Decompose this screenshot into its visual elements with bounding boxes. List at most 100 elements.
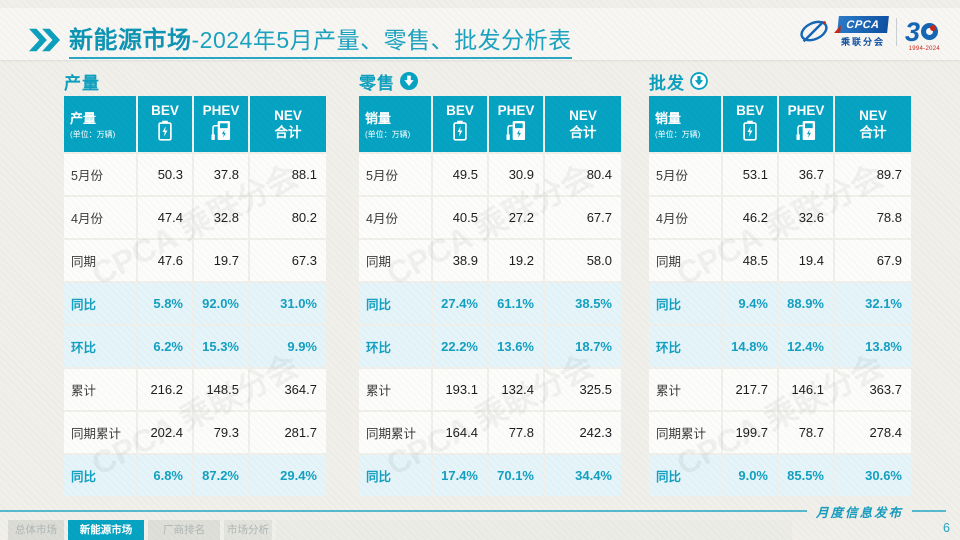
row-label: 环比 (64, 326, 136, 367)
cell-value: 32.1% (835, 283, 911, 324)
publication-label: 月度信息发布 (815, 505, 903, 520)
cell-value: 13.8% (835, 326, 911, 367)
production-table: 产量 (单位：万辆) BEV PHEV (62, 94, 328, 498)
row-label: 同期 (64, 240, 136, 281)
col-header-phev: PHEV (489, 96, 543, 152)
cell-value: 278.4 (835, 412, 911, 453)
row-header-cell: 产量 (单位：万辆) (64, 96, 136, 152)
bev-label: BEV (736, 102, 764, 118)
cell-value: 216.2 (138, 369, 192, 410)
cell-value: 67.3 (250, 240, 326, 281)
cell-value: 31.0% (250, 283, 326, 324)
cell-value: 202.4 (138, 412, 192, 453)
cell-value: 363.7 (835, 369, 911, 410)
cell-value: 9.4% (723, 283, 777, 324)
cell-value: 38.5% (545, 283, 621, 324)
cell-value: 19.2 (489, 240, 543, 281)
cell-value: 58.0 (545, 240, 621, 281)
tab-overall-market[interactable]: 总体市场 (8, 520, 64, 540)
row-label: 同比 (359, 455, 431, 496)
anniversary-digit: 3 (904, 17, 920, 47)
phev-label: PHEV (497, 102, 535, 118)
cell-value: 37.8 (194, 154, 248, 195)
row-header-label: 产量 (70, 111, 97, 126)
row-header-label: 销量 (655, 111, 682, 126)
table-row: 5月份 49.5 30.9 80.4 (359, 154, 621, 195)
cell-value: 34.4% (545, 455, 621, 496)
cell-value: 30.6% (835, 455, 911, 496)
cell-value: 78.8 (835, 197, 911, 238)
cell-value: 13.6% (489, 326, 543, 367)
row-label: 累计 (64, 369, 136, 410)
table-row-highlight: 同比 6.8% 87.2% 29.4% (64, 455, 326, 496)
cell-value: 6.2% (138, 326, 192, 367)
header-row: 销量 (单位：万辆) BEV PHEV (359, 96, 621, 152)
bev-label: BEV (446, 102, 474, 118)
cell-value: 22.2% (433, 326, 487, 367)
row-label: 5月份 (649, 154, 721, 195)
cell-value: 19.7 (194, 240, 248, 281)
cell-value: 19.4 (779, 240, 833, 281)
bev-label: BEV (151, 102, 179, 118)
cell-value: 217.7 (723, 369, 777, 410)
cell-value: 281.7 (250, 412, 326, 453)
table-row: 同期 38.9 19.2 58.0 (359, 240, 621, 281)
retail-table: 销量 (单位：万辆) BEV PHEV (357, 94, 623, 498)
table-row: 4月份 46.2 32.6 78.8 (649, 197, 911, 238)
download-outline-icon[interactable] (690, 72, 708, 90)
download-filled-icon[interactable] (400, 72, 418, 90)
cell-value: 146.1 (779, 369, 833, 410)
header-row: 产量 (单位：万辆) BEV PHEV (64, 96, 326, 152)
cell-value: 38.9 (433, 240, 487, 281)
cell-value: 47.4 (138, 197, 192, 238)
cpca-subname: 乘联分会 (840, 37, 885, 47)
cell-value: 148.5 (194, 369, 248, 410)
table-row-highlight: 环比 6.2% 15.3% 9.9% (64, 326, 326, 367)
cell-value: 14.8% (723, 326, 777, 367)
cell-value: 70.1% (489, 455, 543, 496)
table-row: 累计 217.7 146.1 363.7 (649, 369, 911, 410)
cell-value: 50.3 (138, 154, 192, 195)
col-header-nev: NEV 合计 (250, 96, 326, 152)
table-row: 同期累计 199.7 78.7 278.4 (649, 412, 911, 453)
anniversary-years: 1994-2024 (908, 46, 940, 52)
cell-value: 80.2 (250, 197, 326, 238)
cell-value: 61.1% (489, 283, 543, 324)
row-header-cell: 销量 (单位：万辆) (359, 96, 431, 152)
retail-section-header: 零售 (359, 70, 621, 93)
cell-value: 5.8% (138, 283, 192, 324)
nev-total-label: 合计 (569, 125, 597, 140)
table-row: 4月份 47.4 32.8 80.2 (64, 197, 326, 238)
row-label: 同比 (64, 283, 136, 324)
tab-nev-market-active[interactable]: 新能源市场 (68, 520, 144, 540)
cell-value: 32.6 (779, 197, 833, 238)
cpca-box: CPCA (837, 16, 889, 33)
tab-manufacturer-ranking[interactable]: 厂商排名 (148, 520, 220, 540)
logo-divider (895, 18, 897, 46)
double-chevron-icon (28, 28, 60, 51)
row-label: 5月份 (64, 154, 136, 195)
cell-value: 89.7 (835, 154, 911, 195)
cell-value: 85.5% (779, 455, 833, 496)
phev-label: PHEV (787, 102, 825, 118)
production-section: 产量 产量 (单位：万辆) BEV PHEV (62, 70, 326, 498)
nev-label: NEV (859, 108, 887, 123)
cell-value: 79.3 (194, 412, 248, 453)
charger-icon (211, 120, 231, 140)
row-label: 5月份 (359, 154, 431, 195)
cell-value: 6.8% (138, 455, 192, 496)
cell-value: 47.6 (138, 240, 192, 281)
wholesale-section-header: 批发 (649, 70, 911, 93)
row-label: 同比 (649, 283, 721, 324)
col-header-nev: NEV 合计 (545, 96, 621, 152)
row-label: 4月份 (359, 197, 431, 238)
table-row-highlight: 同比 9.0% 85.5% 30.6% (649, 455, 911, 496)
cell-value: 87.2% (194, 455, 248, 496)
table-row: 5月份 50.3 37.8 88.1 (64, 154, 326, 195)
cell-value: 36.7 (779, 154, 833, 195)
publication-row: 月度信息发布 (0, 504, 946, 520)
cell-value: 80.4 (545, 154, 621, 195)
table-row: 同期累计 202.4 79.3 281.7 (64, 412, 326, 453)
tab-market-analysis[interactable]: 市场分析 (224, 520, 272, 540)
table-row: 同期累计 164.4 77.8 242.3 (359, 412, 621, 453)
